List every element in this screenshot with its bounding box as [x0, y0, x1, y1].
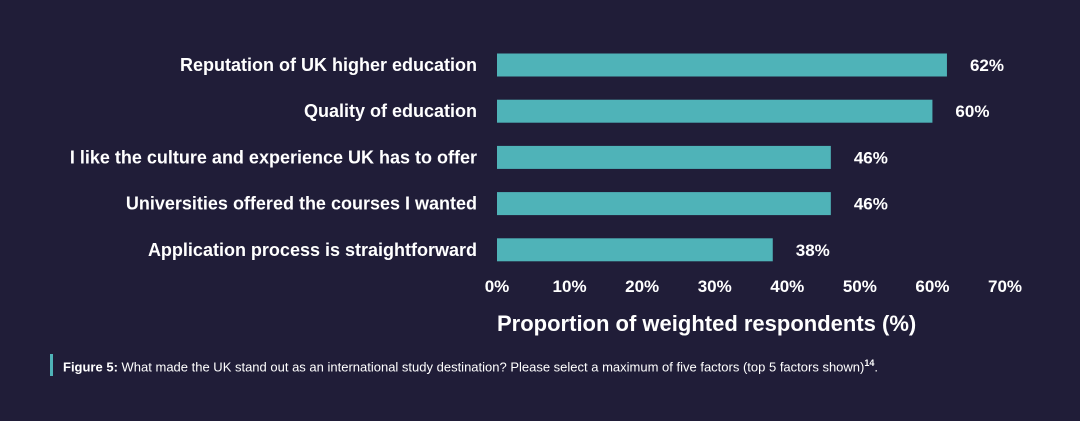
caption-footnote: 14: [864, 358, 875, 368]
category-label: I like the culture and experience UK has…: [70, 147, 477, 167]
bar-chart: Reputation of UK higher education 62% Qual…: [70, 53, 1022, 336]
bar: [497, 53, 947, 77]
bar: [497, 192, 831, 216]
figure-caption: Figure 5: What made the UK stand out as …: [50, 354, 878, 377]
bar: [497, 238, 773, 262]
x-tick-label: 0%: [485, 277, 510, 296]
data-label: 46%: [854, 195, 888, 214]
category-label: Quality of education: [304, 101, 477, 121]
category-label: Application process is straightforward: [148, 240, 477, 260]
x-tick-label: 60%: [915, 277, 949, 296]
caption-label: Figure 5:: [63, 359, 118, 375]
caption-text: What made the UK stand out as an interna…: [121, 359, 865, 375]
data-label: 46%: [854, 148, 888, 167]
category-label: Universities offered the courses I wante…: [126, 194, 477, 214]
x-tick-label: 30%: [698, 277, 732, 296]
data-label: 62%: [970, 56, 1004, 75]
x-tick-label: 10%: [553, 277, 587, 296]
caption-end: .: [874, 359, 878, 375]
category-label: Reputation of UK higher education: [180, 55, 477, 75]
data-label: 38%: [796, 241, 830, 260]
bar: [497, 145, 831, 169]
x-axis-title: Proportion of weighted respondents (%): [497, 311, 916, 336]
x-tick-label: 70%: [988, 277, 1022, 296]
x-tick-label: 50%: [843, 277, 877, 296]
x-tick-label: 20%: [625, 277, 659, 296]
bar: [497, 99, 933, 123]
x-tick-label: 40%: [770, 277, 804, 296]
data-label: 60%: [955, 102, 989, 121]
